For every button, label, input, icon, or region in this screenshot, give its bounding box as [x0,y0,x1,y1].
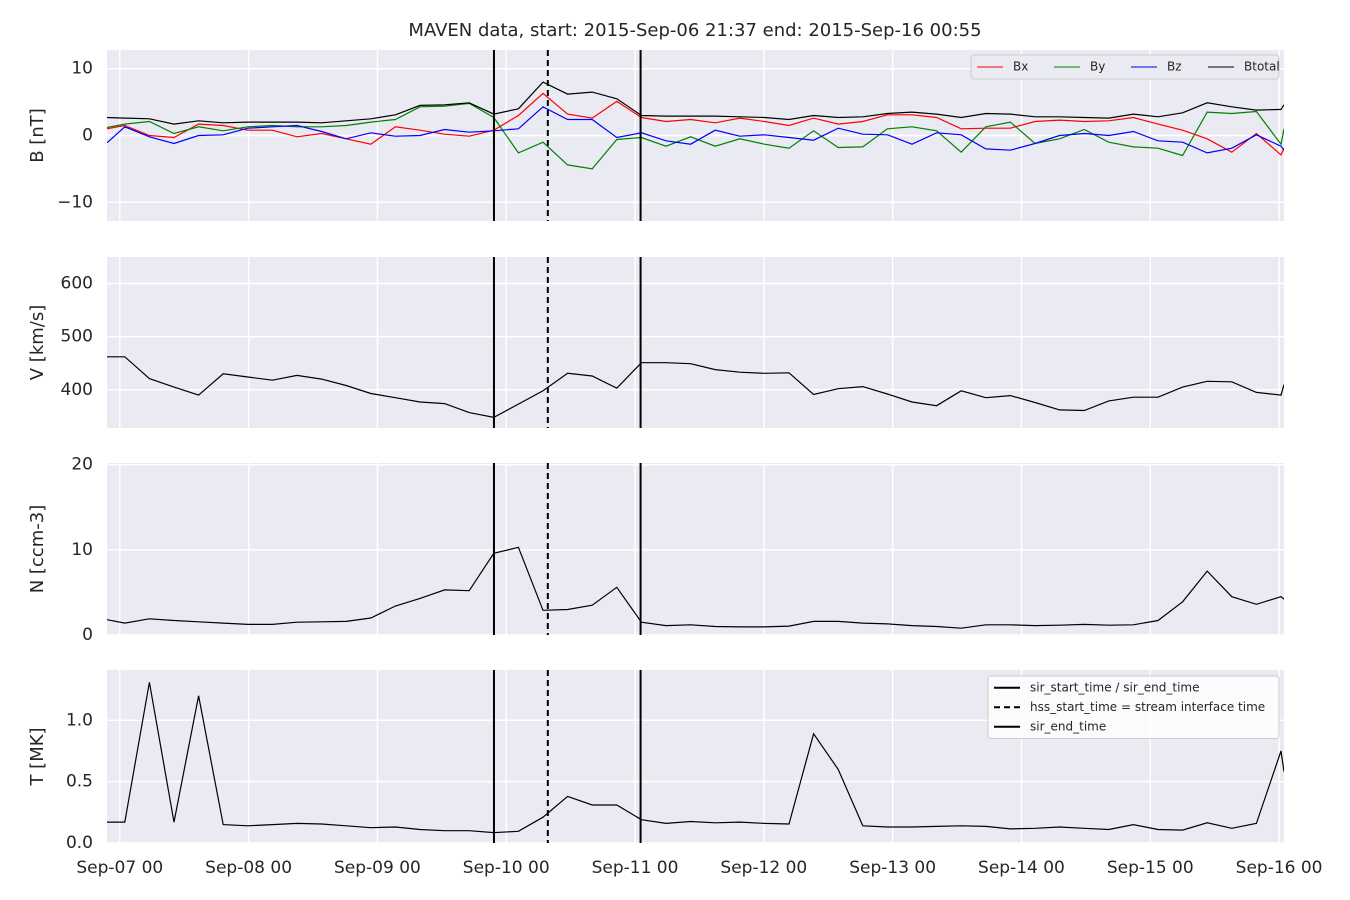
y-tick-label: 0.5 [66,772,93,792]
series-group [107,682,1284,834]
series-group [107,546,1284,629]
legend-label: sir_start_time / sir_end_time [1030,680,1200,694]
y-tick-label: 10 [71,59,93,79]
x-tick-label: Sep-12 00 [720,858,807,878]
series-group [107,81,1284,170]
y-tick-label: 10 [71,540,93,560]
series-group [107,356,1284,419]
legend-label: sir_end_time [1030,719,1106,733]
y-tick-label: 500 [61,327,93,347]
figure-title: MAVEN data, start: 2015-Sep-06 21:37 end… [408,20,981,41]
y-tick-label: 0.0 [66,833,93,853]
x-tick-label: Sep-13 00 [849,858,936,878]
plot-background [107,463,1284,635]
y-axis-label: V [km/s] [27,305,48,380]
y-tick-label: 1.0 [66,710,93,730]
x-tick-label: Sep-09 00 [334,858,421,878]
legend-box [970,54,1280,80]
x-tick-label: Sep-11 00 [592,858,679,878]
y-tick-label: −10 [57,192,93,212]
x-tick-label: Sep-16 00 [1236,858,1323,878]
y-tick-label: 0 [82,126,93,146]
data-line [107,546,1284,629]
y-axis-label: B [nT] [27,108,48,163]
data-line [107,81,1284,125]
y-tick-label: 600 [61,274,93,294]
x-tick-label: Sep-10 00 [463,858,550,878]
legend-label: Bz [1167,60,1182,74]
x-tick-label: Sep-15 00 [1107,858,1194,878]
data-line [107,682,1284,834]
legend-label: Btotal [1244,60,1280,74]
plot-background [107,257,1284,428]
data-line [107,106,1284,154]
y-tick-label: 0 [82,625,93,645]
legend-box [987,675,1280,739]
x-tick-label: Sep-08 00 [205,858,292,878]
y-axis-label: N [ccm-3] [27,505,48,594]
legend-label: By [1090,60,1105,74]
y-axis-label: T [MK] [27,727,48,786]
y-tick-label: 400 [61,380,93,400]
data-line [107,92,1284,156]
legend-label: Bx [1013,60,1028,74]
legend-label: hss_start_time = stream interface time [1030,700,1265,714]
x-tick-label: Sep-07 00 [76,858,163,878]
y-tick-label: 20 [71,455,93,475]
data-line [107,356,1284,419]
x-tick-label: Sep-14 00 [978,858,1065,878]
